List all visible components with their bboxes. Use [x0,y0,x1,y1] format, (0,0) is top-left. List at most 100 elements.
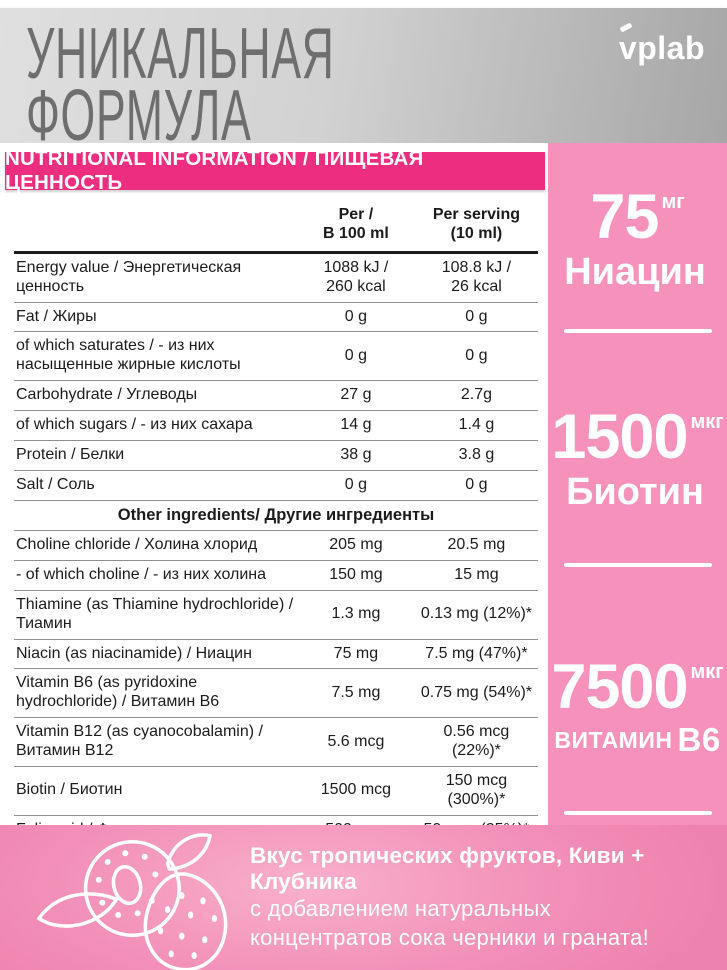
row-value-per-100ml: 0 g [296,301,415,332]
highlight-value: 1500 мкг [548,401,727,473]
nutrition-panel: NUTRITIONAL INFORMATION / ПИЩЕВАЯ ЦЕННОС… [0,143,548,935]
divider-line [563,329,712,333]
row-value-per-serving: 0 g [414,331,538,381]
highlight-value: 75 мг [548,181,727,253]
row-value-per-serving: 108.8 kJ / 26 kcal [441,258,512,295]
table-row: Niacin (as niacinamide) / Ниацин 75 mg 7… [14,638,538,669]
table-row: Energy value / Энергетическая ценность 1… [14,252,538,302]
row-label: Energy value / Энергетическая ценность [16,258,242,295]
highlight-value: 7500 мкг [548,651,727,723]
row-value-per-serving: 150 mcg (300%)* [414,765,538,816]
table-row: Carbohydrate / Углеводы 27 g 2.7g [14,380,538,411]
row-value-per-100ml: 7.5 mg [296,668,415,718]
table-row: Fat / Жиры 0 g 0 g [14,301,538,332]
highlight-label-accent: B6 [677,721,721,758]
flavour-line-2: концентратов сока черники и граната! [250,924,650,950]
table-row: Thiamine (as Thiamine hydrochloride) / Т… [14,589,538,640]
highlight-number: 75 [590,182,659,252]
row-label: Protein / Белки [14,439,297,471]
table-row: of which saturates / - из них насыщенные… [14,331,538,381]
section-header: Other ingredients/ Другие ингредиенты [14,499,538,531]
highlight-unit: мг [661,191,685,213]
row-value-per-serving: 2.7g [414,380,538,411]
row-value-per-serving: 3.8 g [414,439,538,471]
row-label: Biotin / Биотин [14,765,297,816]
highlight-item: 75 мг Ниацин [548,181,727,333]
highlight-unit: мкг [690,411,724,433]
flavour-text: Вкус тропических фруктов, Киви + Клубник… [250,843,727,952]
row-value-per-serving: 15 mg [414,559,538,591]
row-value-per-serving: 0.56 mcg (22%)* [414,717,538,767]
nutrition-header-title: NUTRITIONAL INFORMATION / ПИЩЕВАЯ ЦЕННОС… [5,147,424,194]
table-row: - of which choline / - из них холина 150… [14,559,538,591]
row-value-per-serving: 20.5 mg [414,530,538,561]
row-value-per-serving: 1.4 g [414,410,538,441]
row-label: Salt / Соль [14,469,297,501]
nutrition-header-band: NUTRITIONAL INFORMATION / ПИЩЕВАЯ ЦЕННОС… [5,147,545,194]
row-value-per-100ml: 5.6 mcg [296,717,415,767]
row-label: Carbohydrate / Углеводы [14,380,297,411]
row-value-per-serving: 7.5 mg (47%)* [414,638,538,669]
table-row: Protein / Белки 38 g 3.8 g [14,439,538,471]
flavour-banner: Вкус тропических фруктов, Киви + Клубник… [0,825,727,970]
vplab-logo-text: vplab [618,30,705,66]
highlight-label: ВИТАМИН B6 [554,721,721,758]
table-row: Choline chloride / Холина хлорид 205 mg … [14,530,538,561]
highlight-item: 1500 мкг Биотин [548,401,727,567]
vplab-logo: vplab [618,22,705,67]
row-label: Thiamine (as Thiamine hydrochloride) / Т… [14,589,297,640]
table-row: Vitamin B12 (as cyanocobalamin) / Витами… [14,717,538,767]
flavour-line-1: с добавлением натуральных [250,895,551,921]
row-label: - of which choline / - из них холина [14,559,297,591]
row-value-per-100ml: 27 g [296,380,415,411]
row-value-per-100ml: 150 mg [296,559,415,591]
highlight-number: 7500 [551,652,688,722]
highlight-unit: мкг [690,661,724,683]
row-label: Niacin (as niacinamide) / Ниацин [14,638,297,669]
row-label: of which sugars / - из них сахара [14,410,297,441]
row-value-per-100ml: 1.3 mg [296,589,415,640]
row-label: of which saturates / - из них насыщенные… [14,331,297,381]
row-label: Vitamin B12 (as cyanocobalamin) / Витами… [14,717,297,767]
table-row: of which sugars / - из них сахара 14 g 1… [14,410,538,441]
sidebar-highlights: 75 мг Ниацин 1500 мкг Биотин 7500 мкг ВИТАМ… [548,143,727,825]
row-value-per-serving: 0 g [414,469,538,501]
divider-line [563,811,712,815]
row-value-per-100ml: 75 mg [296,638,415,669]
highlight-label: Ниацин [564,251,706,293]
flavour-title: Вкус тропических фруктов, Киви + Клубник… [250,842,645,894]
row-value-per-serving: 0.75 mg (54%)* [414,668,538,718]
kiwi-strawberry-icon [37,832,228,970]
table-row: Salt / Соль 0 g 0 g [14,469,538,501]
divider-line [563,563,712,567]
label-body: NUTRITIONAL INFORMATION / ПИЩЕВАЯ ЦЕННОС… [0,143,727,935]
table-row: Vitamin B6 (as pyridoxine hydrochloride)… [14,668,538,718]
header-banner: УНИКАЛЬНАЯ ФОРМУЛА vplab [0,8,727,152]
column-header-per-serving: Per serving (10 ml) [414,200,538,254]
column-header-per-100ml: Per / В 100 ml [296,200,415,254]
row-label: Fat / Жиры [14,301,297,332]
highlight-item: 7500 мкг ВИТАМИН B6 [548,651,727,815]
row-value-per-serving: 0.13 mg (12%)* [414,589,538,640]
table-section-row: Other ingredients/ Другие ингредиенты [14,499,538,531]
row-value-per-100ml: 0 g [296,469,415,501]
row-value-per-100ml: 0 g [296,331,415,381]
row-value-per-100ml: 38 g [296,439,415,471]
table-header-row: Per / В 100 ml Per serving (10 ml) [14,200,538,254]
highlight-label: Биотин [566,471,704,513]
column-header-empty [14,200,297,254]
page-title: УНИКАЛЬНАЯ ФОРМУЛА [26,14,335,156]
row-label: Vitamin B6 (as pyridoxine hydrochloride)… [14,668,297,718]
row-value-per-serving: 0 g [414,301,538,332]
row-value-per-100ml: 205 mg [296,530,415,561]
row-value-per-100ml: 1088 kJ / 260 kcal [323,258,389,295]
row-value-per-100ml: 1500 mcg [296,765,415,816]
row-value-per-100ml: 14 g [296,410,415,441]
nutrition-table: Per / В 100 ml Per serving (10 ml) Energ… [14,200,538,896]
nutrition-table-wrap: Per / В 100 ml Per serving (10 ml) Energ… [14,200,538,896]
row-label: Choline chloride / Холина хлорид [14,530,297,561]
table-row: Biotin / Биотин 1500 mcg 150 mcg (300%)* [14,765,538,816]
nutrition-table-body: Energy value / Энергетическая ценность 1… [14,252,538,896]
highlight-number: 1500 [551,402,688,472]
